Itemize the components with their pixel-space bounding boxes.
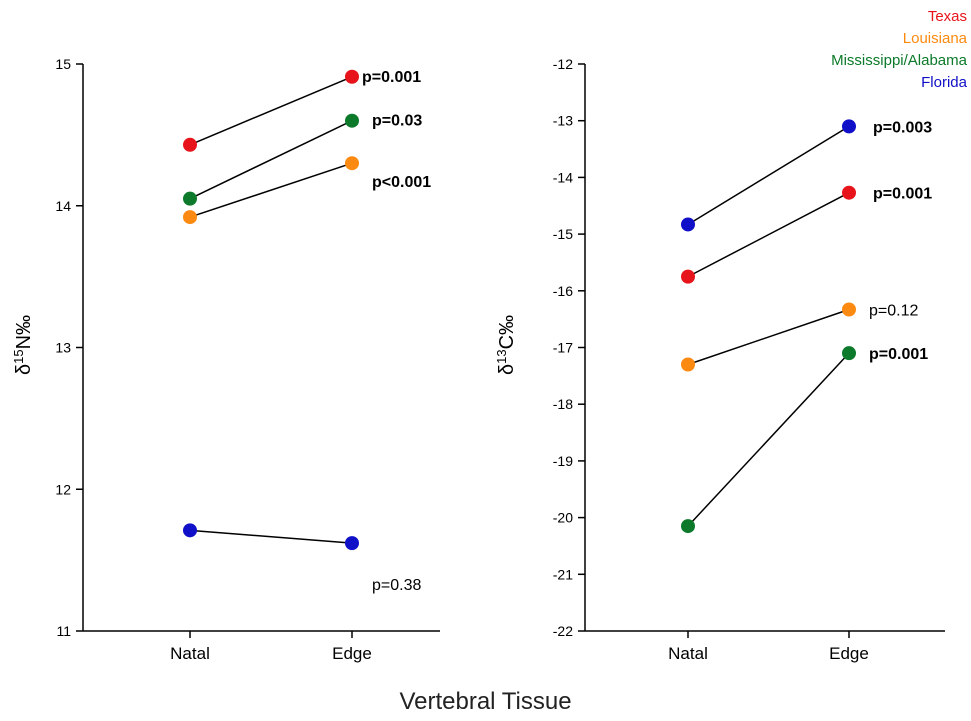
data-point-edge <box>345 536 359 551</box>
x-tick-label: Edge <box>332 644 372 663</box>
series-line <box>189 529 353 544</box>
panel-2: -22 -21 -20 -19 -18 -17 -16 -15 -14 -13 -12 Natal Ed… <box>494 56 945 663</box>
data-point-natal <box>681 217 695 232</box>
data-point-edge <box>842 302 856 317</box>
y-axis-label-base: δ <box>13 364 35 375</box>
y-tick-label: -12 <box>553 56 573 72</box>
data-point-edge <box>345 113 359 128</box>
y-tick-label: 15 <box>55 56 71 72</box>
series-line <box>687 125 850 226</box>
legend-item-florida: Florida <box>921 74 967 91</box>
y-tick-label: -15 <box>553 226 573 242</box>
data-point-natal <box>681 519 695 534</box>
p-value-label: p=0.38 <box>372 577 421 594</box>
series-line <box>189 120 353 200</box>
data-point-edge <box>345 69 359 84</box>
x-tick-label: Natal <box>170 644 210 663</box>
y-axis-label-sup: 13 <box>494 349 509 363</box>
y-tick-label: 12 <box>55 481 71 497</box>
data-point-edge <box>345 156 359 171</box>
p-value-label: p=0.003 <box>873 119 932 136</box>
legend: Texas Louisiana Mississippi/Alabama Flor… <box>831 6 967 94</box>
series-texas: p=0.001 <box>681 185 932 284</box>
series-line <box>687 308 850 366</box>
y-tick-label: -16 <box>553 283 573 299</box>
y-axis-label-rest: N‰ <box>13 315 35 349</box>
data-point-edge <box>842 119 856 134</box>
y-axis-label: δ15N‰ <box>11 315 35 375</box>
p-value-label: p<0.001 <box>372 174 431 191</box>
x-tick-label: Natal <box>668 644 708 663</box>
y-tick-label: 13 <box>55 340 71 356</box>
y-axis-label-base: δ <box>496 364 518 375</box>
data-point-natal <box>183 210 197 225</box>
p-value-label: p=0.03 <box>372 113 422 130</box>
series-florida: p=0.003 <box>681 119 932 232</box>
data-point-natal <box>681 357 695 372</box>
x-axis-title: Vertebral Tissue <box>399 688 572 715</box>
data-point-edge <box>842 346 856 361</box>
series-line <box>687 192 850 278</box>
legend-item-louisiana: Louisiana <box>902 30 967 47</box>
series-texas: p=0.001 <box>183 69 421 152</box>
y-tick-label: 14 <box>55 198 71 214</box>
y-tick-label: -21 <box>553 566 573 582</box>
y-tick-label: -22 <box>553 623 573 639</box>
x-tick-label: Edge <box>829 644 869 663</box>
series-mississippi-alabama: p=0.001 <box>681 346 928 534</box>
p-value-label: p=0.001 <box>362 69 421 86</box>
y-tick-label: 11 <box>56 623 71 639</box>
series-line <box>189 162 353 218</box>
data-point-natal <box>183 137 197 152</box>
y-tick-label: -20 <box>553 510 573 526</box>
series-mississippi-alabama: p=0.03 <box>183 113 422 206</box>
y-axis-label-rest: C‰ <box>496 315 518 349</box>
legend-item-mississippi-alabama: Mississippi/Alabama <box>831 52 967 69</box>
y-axis-label: δ13C‰ <box>494 315 518 375</box>
p-value-label: p=0.001 <box>869 346 928 363</box>
series-louisiana: p<0.001 <box>183 156 431 225</box>
data-point-natal <box>183 523 197 538</box>
y-tick-label: -18 <box>553 396 573 412</box>
data-point-natal <box>183 191 197 206</box>
series-florida: p=0.38 <box>183 523 421 594</box>
p-value-label: p=0.001 <box>873 186 932 203</box>
series-line <box>189 76 353 146</box>
y-tick-label: -13 <box>553 113 573 129</box>
y-tick-label: -14 <box>553 169 573 185</box>
legend-item-texas: Texas <box>927 8 967 25</box>
y-axis-label-sup: 15 <box>11 349 26 363</box>
series-line <box>687 352 850 527</box>
p-value-label: p=0.12 <box>869 303 918 320</box>
y-tick-label: -17 <box>553 340 573 356</box>
data-point-natal <box>681 269 695 284</box>
series-louisiana: p=0.12 <box>681 302 918 372</box>
y-tick-label: -19 <box>553 453 573 469</box>
data-point-edge <box>842 185 856 200</box>
